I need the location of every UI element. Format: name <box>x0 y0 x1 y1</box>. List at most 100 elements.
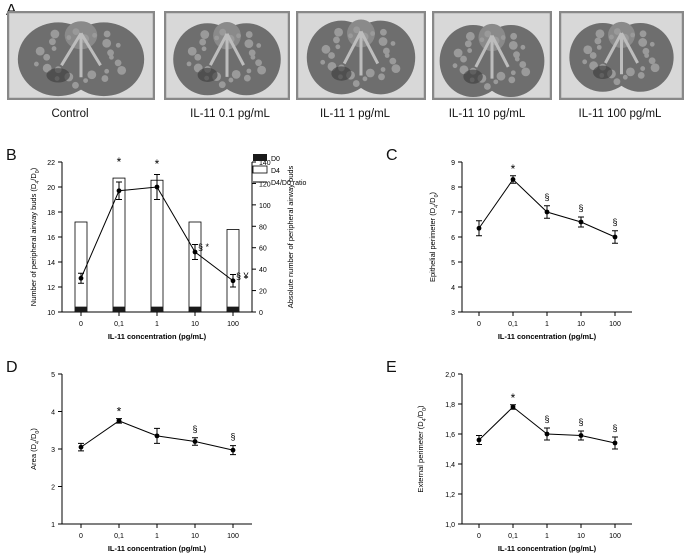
airway-bud <box>328 52 335 59</box>
y-tick-label: 3 <box>51 447 55 454</box>
airway-bud <box>382 47 390 55</box>
airway-bud <box>218 81 226 89</box>
airway-bud <box>33 61 39 67</box>
airway-bud <box>257 65 267 75</box>
airway-bud <box>500 35 506 40</box>
airway-bud <box>245 31 253 38</box>
y-tick-label: 1,4 <box>445 462 455 469</box>
airway-bud <box>465 31 475 41</box>
axes: 1 2 3 4 5 0 0,1 1 10 100 <box>51 372 252 540</box>
significance-mark: § <box>192 424 197 434</box>
airway-bud <box>649 41 655 47</box>
airway-bud <box>639 30 647 38</box>
panel-letter-a: A <box>6 2 17 19</box>
airway-bud <box>365 68 375 78</box>
data-point <box>544 431 550 437</box>
x-tick-label: 100 <box>227 533 239 540</box>
axes: 1,0 1,2 1,4 1,6 1,8 2,0 0 0,1 1 10 100 <box>445 372 632 540</box>
y-tick-label: 8 <box>451 185 455 192</box>
y-tick-label: 7 <box>451 210 455 217</box>
panel-letter-e: E <box>386 359 397 376</box>
y-tick-label: 1 <box>51 522 55 529</box>
airway-bud <box>513 51 520 59</box>
airway-bud <box>353 26 361 34</box>
y-axis-label: Number of peripheral airway buds (D4/D0) <box>29 167 41 306</box>
significance-mark: § <box>544 192 549 202</box>
airway-branches <box>209 33 245 77</box>
x-tick-label: 100 <box>609 533 621 540</box>
data-point <box>612 440 618 446</box>
airway-bud <box>452 63 458 69</box>
legend-swatch-d4 <box>252 165 268 174</box>
airway-bud <box>391 64 401 74</box>
x-tick-label: 0 <box>477 321 481 328</box>
dark-region <box>46 68 70 83</box>
airway-bud <box>519 61 527 68</box>
airway-bud <box>583 45 593 55</box>
airway-bud <box>103 30 111 38</box>
airway-bud <box>248 49 256 57</box>
x-axis-label: IL-11 concentration (pg/mL) <box>108 544 207 553</box>
x-tick-label: 0 <box>477 533 481 540</box>
data-point <box>78 444 84 450</box>
panel-letter-c: C <box>386 147 398 164</box>
airway-bud <box>510 70 516 76</box>
airway-bud <box>352 80 360 87</box>
y-tick-label: 6 <box>451 235 455 242</box>
airway-bud <box>638 38 648 47</box>
x-tick-label: 0 <box>79 533 83 540</box>
photo-caption: IL-11 1 pg/mL <box>319 108 391 120</box>
x-tick-label: 0,1 <box>114 321 124 328</box>
data-point <box>544 209 550 215</box>
airway-bud <box>496 71 506 81</box>
airway-bud <box>642 47 650 55</box>
y-tick-label: 20 <box>47 185 55 192</box>
dark-region <box>463 69 483 84</box>
airway-bud <box>199 38 207 46</box>
panel-letter-d: D <box>6 359 18 376</box>
airway-bud <box>594 37 602 45</box>
y-tick-label: 10 <box>47 310 55 317</box>
airway-bud <box>613 28 621 35</box>
data-point <box>510 404 516 410</box>
legend-label-d4: D4 <box>271 168 280 175</box>
airway-bud <box>589 52 597 59</box>
y-tick-label-right: 140 <box>259 160 271 167</box>
airway-bud <box>640 66 646 71</box>
y-tick-label: 1,2 <box>445 492 455 499</box>
data-point <box>230 278 236 284</box>
airway-bud <box>335 44 341 50</box>
data-point <box>578 433 584 438</box>
airway-bud <box>626 67 635 77</box>
airway-bud <box>648 57 656 65</box>
airway-branches <box>474 34 510 79</box>
data-point <box>154 184 160 190</box>
airway-bud <box>380 28 387 36</box>
y-axis-label: Area (D4/D0) <box>29 428 41 470</box>
y-tick-label-right: 120 <box>259 181 271 188</box>
x-axis-label: IL-11 concentration (pg/mL) <box>498 332 597 341</box>
airway-bud <box>200 30 210 39</box>
significance-mark: § <box>230 432 235 442</box>
photo-2 <box>164 11 290 100</box>
airway-branches <box>60 32 102 78</box>
photo-caption: IL-11 0.1 pg/mL <box>190 108 270 120</box>
y-axis-label-right: Absolute number of peripheral airway bud… <box>286 165 295 308</box>
significance-mark: § <box>612 217 617 227</box>
y-tick-label-right: 0 <box>259 310 263 317</box>
data-point <box>192 249 198 255</box>
y-tick-label: 5 <box>451 260 455 267</box>
significance-mark: § ¥ <box>236 271 250 281</box>
y-tick-label: 16 <box>47 235 55 242</box>
significance-mark: § <box>578 203 583 213</box>
data-point <box>578 219 584 225</box>
data-point <box>612 234 618 240</box>
y-tick-label: 1,0 <box>445 522 455 529</box>
airway-bud <box>231 69 241 79</box>
airway-bud <box>104 68 110 74</box>
airway-branches <box>342 30 380 76</box>
photo-caption: IL-11 10 pg/mL <box>448 108 526 120</box>
x-tick-label: 10 <box>191 321 199 328</box>
bar-d0 <box>227 306 239 312</box>
